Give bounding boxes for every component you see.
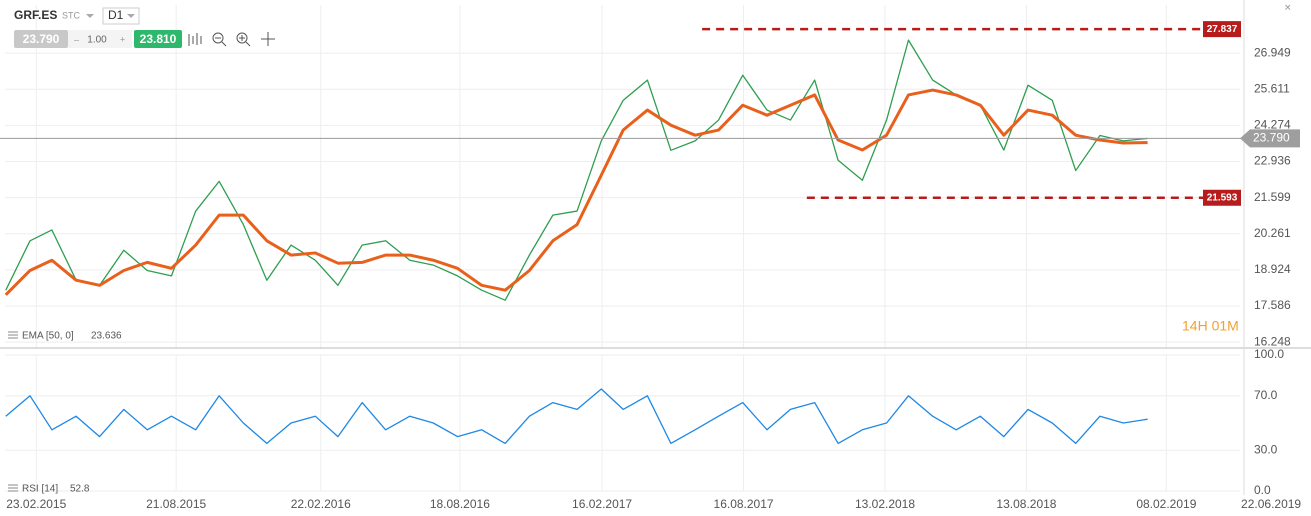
pan-icon[interactable] — [261, 32, 275, 46]
stc: STC — [62, 10, 81, 20]
x-tick-label: 23.02.2015 — [6, 497, 66, 511]
bid: 23.790 — [23, 32, 60, 46]
y-tick-label: 22.936 — [1254, 154, 1291, 168]
symbol[interactable]: GRF.ES — [14, 8, 57, 22]
y-tick-label: 100.0 — [1254, 347, 1284, 361]
zoom-in-icon[interactable] — [236, 32, 248, 44]
ask: 23.810 — [140, 32, 177, 46]
y-tick-label: 25.611 — [1254, 81, 1290, 95]
level-box — [1203, 21, 1241, 38]
rsi-legend: RSI [14] — [22, 484, 58, 495]
interval: D1 — [108, 8, 124, 22]
x-tick-label: 22.02.2016 — [291, 497, 351, 511]
y-tick-label: 0.0 — [1254, 483, 1271, 497]
y-tick-label: 17.586 — [1254, 298, 1291, 312]
minus[interactable]: – — [74, 34, 79, 44]
x-tick-label: 21.08.2015 — [146, 497, 206, 511]
current-price-box — [1240, 129, 1300, 148]
y-tick-label: 26.949 — [1254, 45, 1291, 59]
x-tick-label: 22.06.2019 — [1241, 497, 1301, 511]
marks — [0, 27, 1244, 445]
y-tick-label: 30.0 — [1254, 442, 1278, 456]
x-tick-label: 16.02.2017 — [572, 497, 632, 511]
countdown: 14H 01M — [1182, 318, 1239, 334]
legend-icon[interactable] — [8, 484, 18, 492]
level-label: 27.837 — [1207, 24, 1238, 35]
ema-legend: EMA [50, 0] — [22, 331, 74, 342]
volume: 1.00 — [87, 35, 107, 46]
y-tick-label: 18.924 — [1254, 262, 1291, 276]
level-label: 21.593 — [1207, 192, 1238, 203]
x-tick-label: 13.08.2018 — [996, 497, 1056, 511]
y-tick-label: 20.261 — [1254, 226, 1291, 240]
series-line — [4, 88, 1148, 296]
dropdown-arrow[interactable] — [86, 14, 94, 18]
interval-select[interactable] — [102, 7, 140, 25]
x-tick-label: 16.08.2017 — [714, 497, 774, 511]
ema-value: 23.636 — [91, 331, 122, 342]
y-tick-label: 21.599 — [1254, 190, 1291, 204]
x-tick-label: 08.02.2019 — [1136, 497, 1196, 511]
chart-type-icon[interactable] — [188, 33, 202, 46]
grid — [5, 5, 1240, 492]
plus[interactable]: + — [120, 34, 125, 44]
y-tick-label: 24.274 — [1254, 118, 1291, 132]
rsi-value: 52.8 — [70, 484, 90, 495]
level-box — [1203, 189, 1241, 206]
current-price-label: 23.790 — [1253, 131, 1290, 145]
ask-button[interactable] — [134, 30, 182, 48]
close-icon[interactable]: ✕ — [1284, 2, 1292, 12]
volume-box[interactable] — [68, 30, 132, 48]
series-line — [5, 388, 1148, 445]
y-tick-label: 16.248 — [1254, 334, 1291, 348]
legend-icon[interactable] — [8, 331, 18, 339]
toolbar — [188, 32, 275, 47]
x-tick-label: 13.02.2018 — [855, 497, 915, 511]
x-tick-label: 18.08.2016 — [430, 497, 490, 511]
bid-button[interactable] — [14, 30, 68, 48]
zoom-out-icon[interactable] — [212, 32, 224, 44]
y-tick-label: 70.0 — [1254, 388, 1278, 402]
dropdown-arrow — [127, 14, 135, 18]
